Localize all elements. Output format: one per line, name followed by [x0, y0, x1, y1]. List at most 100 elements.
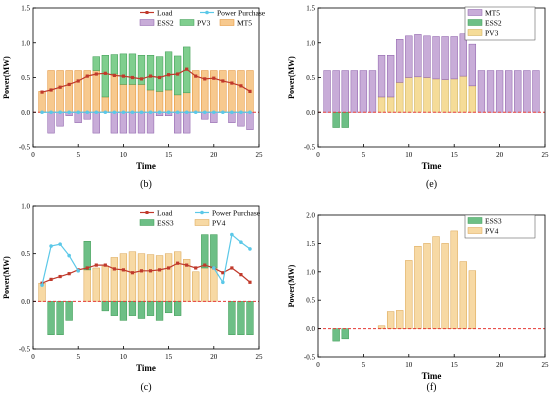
x-tick-label: 20	[496, 361, 504, 369]
bar-PV4-14	[155, 255, 164, 302]
bar-PV4-8	[386, 311, 395, 329]
point-Load-2	[49, 277, 53, 282]
y-tick-label: -0.5	[304, 354, 316, 362]
bar-ESS2-23	[237, 112, 245, 127]
point-Power-Purchase-2	[49, 244, 53, 248]
bar-ESS3-11	[128, 301, 137, 316]
point-Power-Purchase-13	[148, 110, 153, 115]
bar-MT5-10	[405, 35, 413, 78]
bar-MT5-1	[323, 70, 331, 113]
bar-PV4-13	[146, 254, 155, 302]
x-tick-label: 25	[256, 353, 264, 361]
legend-label-Power-Purchase: Power Purchase	[212, 209, 261, 218]
bar-ESS3-15	[164, 301, 173, 314]
bar-PV3-10	[119, 53, 128, 85]
bar-PV3-13	[432, 78, 440, 113]
x-tick-label: 10	[120, 353, 128, 361]
point-Load-17	[185, 263, 189, 267]
plot-frame	[32, 205, 260, 350]
point-Power-Purchase-17	[184, 110, 189, 115]
bar-PV3-11	[414, 76, 422, 113]
y-tick-label: -0.5	[19, 346, 31, 354]
point-Power-Purchase-21	[221, 280, 225, 285]
point-Load-4	[67, 272, 71, 276]
bar-PV4-15	[164, 253, 173, 302]
point-Load-8	[103, 71, 107, 75]
x-tick-label: 25	[542, 361, 550, 369]
bar-ESS2-9	[110, 112, 119, 134]
x-tick-label: 0	[31, 151, 35, 159]
point-Load-21	[221, 271, 225, 275]
bar-PV3-7	[377, 96, 386, 113]
bar-MT5-21	[505, 70, 513, 113]
y-tick-label: -0.5	[304, 144, 316, 152]
legend-swatch-PV3	[467, 29, 483, 36]
bar-MT5-23	[237, 70, 245, 113]
point-Power-Purchase-8	[103, 110, 108, 115]
point-Power-Purchase-20	[212, 110, 216, 115]
bar-MT5-8	[101, 96, 109, 113]
bar-MT5-15	[164, 89, 173, 113]
x-tick-label: 25	[542, 151, 550, 159]
legend-swatch-PV4	[194, 219, 210, 226]
bar-PV3-14	[441, 79, 449, 113]
bar-ESS3-6	[83, 241, 91, 271]
bar-PV4-11	[128, 251, 137, 302]
bar-PV4-14	[441, 243, 449, 329]
point-Load-19	[203, 77, 207, 81]
point-Power-Purchase-11	[130, 110, 135, 115]
bar-PV3-10	[405, 77, 413, 113]
point-Load-16	[176, 261, 180, 265]
bar-ESS3-4	[65, 301, 73, 321]
legend-label-ESS3: ESS3	[157, 219, 174, 228]
bar-ESS3-16	[174, 301, 182, 316]
bar-ESS3-8	[101, 301, 109, 312]
y-tick-label: 1.5	[306, 240, 315, 248]
x-axis-title: Time	[136, 161, 156, 171]
bar-PV3-15	[450, 78, 458, 113]
point-Load-16	[176, 72, 180, 76]
point-Load-13	[148, 74, 153, 78]
bar-MT5-12	[137, 84, 146, 113]
point-Power-Purchase-5	[76, 269, 80, 273]
x-axis-title: Time	[422, 371, 442, 381]
legend-label-PV4: PV4	[212, 219, 226, 228]
y-tick-label: 1.0	[21, 39, 30, 47]
point-Load-11	[130, 271, 135, 275]
plot-frame	[317, 214, 546, 358]
legend-marker-Power-Purchase	[205, 10, 209, 15]
bar-PV4-18	[192, 271, 200, 302]
bar-MT5-1	[38, 91, 46, 113]
bar-MT5-3	[341, 70, 349, 113]
point-Power-Purchase-22	[230, 110, 234, 115]
bar-MT5-13	[146, 89, 155, 113]
x-tick-label: 0	[31, 353, 35, 361]
point-Load-12	[139, 269, 144, 273]
bar-MT5-17	[468, 43, 477, 87]
point-Load-7	[94, 72, 98, 76]
point-Power-Purchase-3	[58, 110, 62, 115]
point-Power-Purchase-22	[230, 232, 234, 237]
legend: Load Power Purchase ESS3 PV4	[139, 209, 261, 228]
bar-PV4-20	[210, 267, 218, 302]
legend-swatch-PV3	[179, 19, 195, 26]
point-Load-6	[85, 74, 89, 78]
point-Power-Purchase-7	[94, 110, 99, 115]
bar-PV4-7	[377, 325, 386, 329]
point-Load-5	[76, 79, 80, 83]
bar-ESS3-19	[201, 234, 209, 269]
bar-PV3-15	[164, 51, 173, 91]
bar-PV4-17	[183, 259, 191, 302]
bar-ESS3-10	[119, 301, 128, 321]
bar-PV4-15	[450, 230, 458, 329]
y-tick-label: 0.0	[306, 109, 315, 117]
bar-PV3-7	[92, 56, 100, 71]
bar-ESS2-2	[332, 112, 340, 128]
bar-MT5-9	[396, 39, 404, 83]
x-tick-label: 20	[496, 151, 504, 159]
bar-MT5-6	[368, 70, 377, 113]
bar-ESS3-12	[137, 301, 146, 319]
y-tick-label: 1.0	[306, 39, 315, 47]
